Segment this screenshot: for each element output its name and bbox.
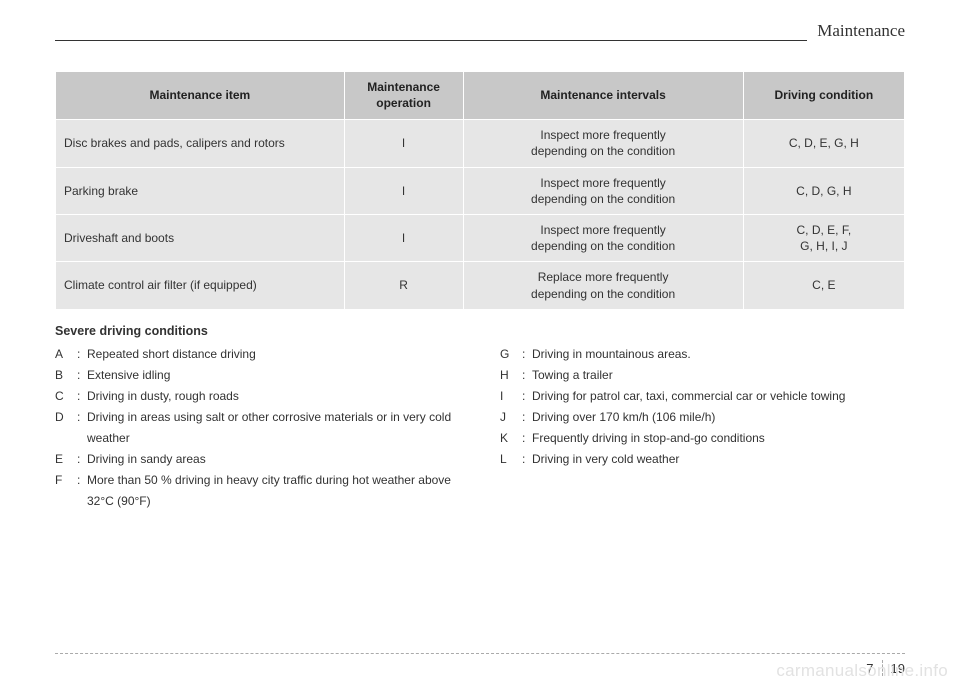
condition-key: C <box>55 386 77 407</box>
condition-key: K <box>500 428 522 449</box>
cell-int: Inspect more frequently depending on the… <box>463 167 743 214</box>
condition-text: Towing a trailer <box>532 365 905 386</box>
condition-text: Driving in areas using salt or other cor… <box>87 407 460 449</box>
condition-item: L:Driving in very cold weather <box>500 449 905 470</box>
maintenance-table: Maintenance item Maintenance operation M… <box>55 71 905 310</box>
condition-key: F <box>55 470 77 512</box>
cell-int: Replace more frequently depending on the… <box>463 262 743 309</box>
table-row: Disc brakes and pads, calipers and rotor… <box>56 120 905 167</box>
condition-key: J <box>500 407 522 428</box>
cell-cond: C, D, E, F, G, H, I, J <box>743 214 904 261</box>
condition-text: Repeated short distance driving <box>87 344 460 365</box>
condition-key: G <box>500 344 522 365</box>
condition-text: Driving in mountainous areas. <box>532 344 905 365</box>
condition-text: More than 50 % driving in heavy city tra… <box>87 470 460 512</box>
section-title: Maintenance <box>807 21 905 41</box>
condition-item: K:Frequently driving in stop-and-go cond… <box>500 428 905 449</box>
header-rule: Maintenance <box>55 40 905 41</box>
condition-key: A <box>55 344 77 365</box>
cell-op: R <box>344 262 463 309</box>
condition-key: H <box>500 365 522 386</box>
condition-key: D <box>55 407 77 449</box>
condition-text: Driving for patrol car, taxi, commercial… <box>532 386 905 407</box>
condition-text: Frequently driving in stop-and-go condit… <box>532 428 905 449</box>
table-row: Driveshaft and boots I Inspect more freq… <box>56 214 905 261</box>
header-operation: Maintenance operation <box>344 72 463 120</box>
condition-item: J:Driving over 170 km/h (106 mile/h) <box>500 407 905 428</box>
watermark: carmanualsonline.info <box>776 661 948 681</box>
cell-cond: C, D, G, H <box>743 167 904 214</box>
condition-key: I <box>500 386 522 407</box>
condition-text: Driving in sandy areas <box>87 449 460 470</box>
condition-item: G:Driving in mountainous areas. <box>500 344 905 365</box>
cell-item: Driveshaft and boots <box>56 214 345 261</box>
cell-cond: C, E <box>743 262 904 309</box>
condition-item: E:Driving in sandy areas <box>55 449 460 470</box>
condition-text: Driving in dusty, rough roads <box>87 386 460 407</box>
condition-item: B:Extensive idling <box>55 365 460 386</box>
conditions-right-col: G:Driving in mountainous areas. H:Towing… <box>500 344 905 512</box>
header-condition: Driving condition <box>743 72 904 120</box>
condition-item: A:Repeated short distance driving <box>55 344 460 365</box>
cell-int: Inspect more frequently depending on the… <box>463 120 743 167</box>
footer-rule: 7 19 <box>55 653 905 654</box>
table-header-row: Maintenance item Maintenance operation M… <box>56 72 905 120</box>
conditions-columns: A:Repeated short distance driving B:Exte… <box>55 344 905 512</box>
condition-item: F:More than 50 % driving in heavy city t… <box>55 470 460 512</box>
condition-item: H:Towing a trailer <box>500 365 905 386</box>
cell-cond: C, D, E, G, H <box>743 120 904 167</box>
condition-key: E <box>55 449 77 470</box>
cell-op: I <box>344 167 463 214</box>
cell-int: Inspect more frequently depending on the… <box>463 214 743 261</box>
condition-text: Driving over 170 km/h (106 mile/h) <box>532 407 905 428</box>
conditions-left-col: A:Repeated short distance driving B:Exte… <box>55 344 460 512</box>
condition-item: C:Driving in dusty, rough roads <box>55 386 460 407</box>
condition-item: D:Driving in areas using salt or other c… <box>55 407 460 449</box>
conditions-title: Severe driving conditions <box>55 324 905 338</box>
condition-key: B <box>55 365 77 386</box>
cell-op: I <box>344 214 463 261</box>
condition-text: Driving in very cold weather <box>532 449 905 470</box>
table-row: Parking brake I Inspect more frequently … <box>56 167 905 214</box>
condition-item: I:Driving for patrol car, taxi, commerci… <box>500 386 905 407</box>
cell-item: Climate control air filter (if equipped) <box>56 262 345 309</box>
header-item: Maintenance item <box>56 72 345 120</box>
condition-text: Extensive idling <box>87 365 460 386</box>
cell-op: I <box>344 120 463 167</box>
header-intervals: Maintenance intervals <box>463 72 743 120</box>
cell-item: Disc brakes and pads, calipers and rotor… <box>56 120 345 167</box>
table-row: Climate control air filter (if equipped)… <box>56 262 905 309</box>
cell-item: Parking brake <box>56 167 345 214</box>
condition-key: L <box>500 449 522 470</box>
